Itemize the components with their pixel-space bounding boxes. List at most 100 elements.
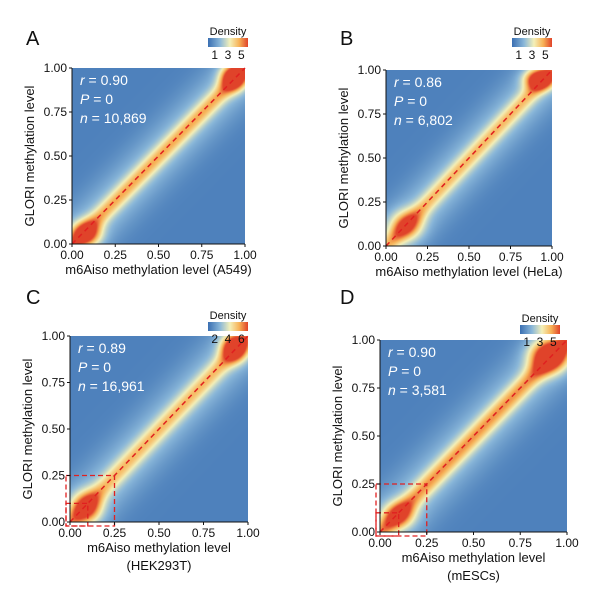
x-tick-label: 0.00 <box>368 536 392 550</box>
x-tick-label: 0.25 <box>415 536 439 550</box>
diagonal-line <box>69 335 249 523</box>
x-axis-label-line2: (mESCs) <box>447 568 500 583</box>
x-tick-label: 0.75 <box>192 526 216 540</box>
diagonal-line <box>385 69 553 247</box>
stat-value: = 0.89 <box>83 340 126 356</box>
stat-symbol: P <box>388 363 398 379</box>
y-tick-label: 1.00 <box>42 329 66 343</box>
stat-symbol: P <box>78 359 88 375</box>
x-tick-label: 1.00 <box>555 536 579 550</box>
y-tick-label: 0.25 <box>42 469 66 483</box>
highlight-box <box>65 502 89 527</box>
stat-symbol: n <box>78 378 86 394</box>
stat-symbol: r <box>78 340 84 356</box>
legend-tick-label: 1 <box>515 48 522 62</box>
legend-colorbar <box>208 322 248 331</box>
y-tick-label: 0.50 <box>44 149 68 163</box>
legend-title: Density <box>210 26 247 38</box>
x-tick-label: 0.75 <box>190 248 214 262</box>
legend-tick-label: 1 <box>211 48 218 62</box>
y-tick-label: 0.75 <box>44 105 68 119</box>
stat-value: = 6,802 <box>402 112 453 128</box>
panel-c: C 0.00 0.25 0.50 0.75 1.00 0.00 0.25 0.50 0.75 1.0… <box>20 287 260 573</box>
x-tick-label: 0.00 <box>374 250 398 264</box>
x-tick-label: 0.50 <box>147 248 171 262</box>
panel-b: B 0.00 0.25 0.50 0.75 1.00 0.00 0.25 0.50 0.75 1.0… <box>336 26 564 279</box>
y-axis-label: GLORI methylation level <box>330 365 345 506</box>
x-tick-label: 1.00 <box>233 248 257 262</box>
y-tick-label: 0.00 <box>42 515 66 529</box>
x-tick-label: 0.25 <box>104 248 128 262</box>
y-tick-label: 0.00 <box>352 525 376 539</box>
x-tick-label: 0.25 <box>103 526 127 540</box>
panel-d: D 0.00 0.25 0.50 0.75 1.00 0.00 0.25 0.50 0.75 1.0… <box>330 287 579 583</box>
x-tick-label: 0.75 <box>499 250 523 264</box>
legend-tick-label: 5 <box>550 335 557 349</box>
stat-p: P = 0 <box>80 91 113 107</box>
legend-colorbar <box>520 325 560 334</box>
stat-value: = 0 <box>403 93 427 109</box>
stat-r: r = 0.90 <box>388 344 436 360</box>
stat-value: = 0 <box>87 359 111 375</box>
stat-value: = 0.90 <box>393 344 436 360</box>
x-tick-label: 0.50 <box>457 250 481 264</box>
y-tick-label: 1.00 <box>44 61 68 75</box>
x-axis-label: m6Aiso methylation level (HeLa) <box>375 264 562 279</box>
x-axis-label-line2: (HEK293T) <box>126 558 191 573</box>
y-tick-label: 0.50 <box>358 151 382 165</box>
stat-n: n = 6,802 <box>394 112 453 128</box>
stat-value: = 0.90 <box>85 72 128 88</box>
y-tick-label: 0.25 <box>44 193 68 207</box>
stat-p: P = 0 <box>388 363 421 379</box>
density-heatmap <box>72 68 245 244</box>
panel-label: A <box>26 28 40 50</box>
stat-symbol: r <box>394 74 400 90</box>
stat-n: n = 3,581 <box>388 382 447 398</box>
legend-tick-label: 6 <box>238 332 245 346</box>
y-tick-label: 0.75 <box>352 381 376 395</box>
y-tick-label: 0.75 <box>358 107 382 121</box>
highlight-box <box>65 474 116 527</box>
y-tick-label: 0.50 <box>352 429 376 443</box>
x-axis-label: m6Aiso methylation level (A549) <box>65 262 251 277</box>
y-tick-label: 1.00 <box>358 63 382 77</box>
y-axis-label: GLORI methylation level <box>336 87 351 228</box>
stat-value: = 3,581 <box>396 382 447 398</box>
y-tick-label: 0.50 <box>42 422 66 436</box>
y-axis-label: GLORI methylation level <box>22 85 37 226</box>
stat-symbol: P <box>80 91 90 107</box>
y-tick-label: 0.00 <box>44 237 68 251</box>
stat-value: = 0.86 <box>399 74 442 90</box>
y-tick-label: 0.25 <box>358 195 382 209</box>
x-tick-label: 0.00 <box>60 248 84 262</box>
x-axis-label: m6Aiso methylation level <box>87 540 231 555</box>
legend-tick-label: 2 <box>211 332 218 346</box>
x-tick-label: 0.25 <box>416 250 440 264</box>
stat-symbol: P <box>394 93 404 109</box>
legend-tick-label: 1 <box>523 335 530 349</box>
panel-label: C <box>26 287 40 309</box>
legend-title: Density <box>522 313 559 325</box>
highlight-box <box>375 512 400 537</box>
legend-tick-label: 5 <box>542 48 549 62</box>
x-tick-label: 0.50 <box>462 536 486 550</box>
density-heatmap <box>380 340 567 532</box>
panel-label: D <box>340 287 354 309</box>
panel-a: A 0.00 0.25 0.50 0.75 1.00 0.00 0.25 0.50 0.75 1.0… <box>22 26 257 277</box>
legend-tick-label: 3 <box>529 48 536 62</box>
stat-p: P = 0 <box>78 359 111 375</box>
stat-value: = 0 <box>397 363 421 379</box>
stat-r: r = 0.90 <box>80 72 128 88</box>
legend-tick-label: 3 <box>537 335 544 349</box>
stat-value: = 10,869 <box>88 110 147 126</box>
stat-r: r = 0.89 <box>78 340 126 356</box>
stat-r: r = 0.86 <box>394 74 442 90</box>
x-tick-label: 1.00 <box>540 250 564 264</box>
legend-colorbar <box>208 38 248 47</box>
highlight-box <box>375 483 428 537</box>
legend-tick-label: 5 <box>238 48 245 62</box>
stat-symbol: n <box>80 110 88 126</box>
stat-n: n = 10,869 <box>80 110 147 126</box>
stat-symbol: r <box>80 72 86 88</box>
